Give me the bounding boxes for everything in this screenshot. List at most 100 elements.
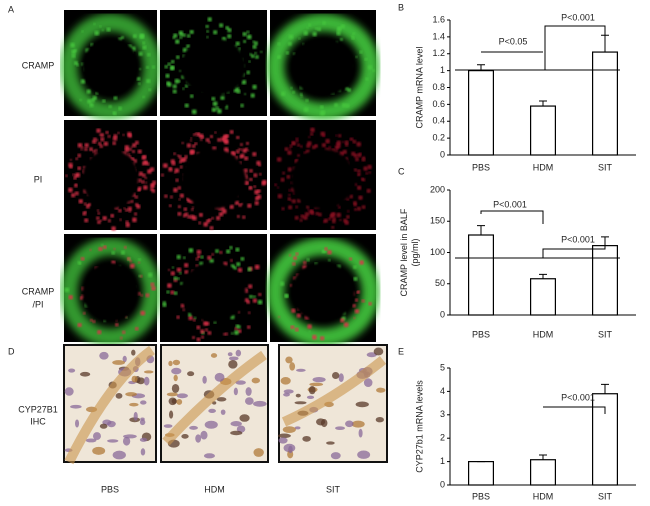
stain-dot bbox=[357, 185, 362, 190]
stain-dot bbox=[338, 134, 342, 138]
stain-dot bbox=[146, 79, 151, 84]
x-tick-label: SIT bbox=[598, 162, 613, 172]
stain-dot bbox=[191, 208, 194, 211]
stain-dot bbox=[295, 205, 298, 209]
stain-dot bbox=[230, 259, 233, 262]
stain bbox=[266, 237, 380, 347]
stain-dot bbox=[147, 272, 153, 278]
stain-dot bbox=[235, 324, 240, 329]
stain-dot bbox=[328, 217, 332, 221]
stain-dot bbox=[98, 246, 103, 252]
x-tick-label: HDM bbox=[533, 329, 554, 339]
lumen bbox=[291, 149, 355, 209]
stain-dot bbox=[96, 128, 101, 133]
stain-dot bbox=[206, 36, 209, 39]
stain-dot bbox=[179, 193, 185, 198]
stain-dot bbox=[246, 30, 250, 34]
y-tick-label: 2 bbox=[440, 433, 445, 443]
stain-dot bbox=[139, 33, 144, 39]
ihc-cell bbox=[228, 360, 238, 369]
stain-dot bbox=[303, 215, 308, 220]
y-tick-label: 0 bbox=[440, 479, 445, 489]
stain-dot bbox=[339, 37, 343, 41]
stain-dot bbox=[295, 158, 299, 162]
stain-dot bbox=[362, 156, 366, 159]
row-label: CRAMP bbox=[22, 286, 55, 296]
stain-dot bbox=[354, 298, 358, 302]
stain-dot bbox=[173, 33, 178, 38]
ihc-cell bbox=[112, 360, 126, 365]
stain-dot bbox=[310, 127, 315, 133]
ihc-cell bbox=[115, 392, 123, 399]
stain-dot bbox=[207, 17, 212, 22]
stain-dot bbox=[67, 187, 73, 193]
stain-dot bbox=[346, 198, 350, 201]
stain-dot bbox=[281, 91, 286, 97]
stain-dot bbox=[240, 143, 243, 147]
ihc-cell bbox=[373, 347, 384, 356]
stain-dot bbox=[161, 173, 164, 177]
lumen bbox=[181, 149, 246, 209]
ihc-cell bbox=[245, 397, 254, 405]
ihc-cell bbox=[131, 349, 136, 356]
stain-dot bbox=[351, 34, 354, 38]
stain-dot bbox=[254, 196, 259, 201]
stain-dot bbox=[173, 187, 178, 193]
stain-dot bbox=[343, 218, 348, 223]
stain-dot bbox=[249, 294, 253, 299]
y-tick-label: 1 bbox=[440, 65, 445, 75]
stain-dot bbox=[105, 130, 109, 134]
x-tick-label: PBS bbox=[472, 329, 490, 339]
y-axis-label: CRAMP mRNA level bbox=[414, 47, 424, 129]
stain-dot bbox=[354, 207, 358, 211]
ihc-cell bbox=[302, 435, 311, 442]
stain-dot bbox=[142, 45, 147, 50]
stain-dot bbox=[288, 205, 293, 210]
stain-dot bbox=[65, 174, 68, 178]
stain-dot bbox=[240, 103, 244, 108]
stain-dot bbox=[175, 178, 179, 182]
bar bbox=[529, 105, 556, 156]
stain-dot bbox=[276, 157, 282, 162]
stain-dot bbox=[147, 53, 151, 57]
stain-dot bbox=[357, 172, 361, 176]
stain-dot bbox=[199, 133, 204, 139]
stain-dot bbox=[211, 253, 214, 256]
stain-dot bbox=[349, 194, 353, 199]
ihc-cell bbox=[163, 424, 173, 428]
ihc-cell bbox=[68, 368, 76, 373]
column-label: HDM bbox=[204, 484, 225, 494]
stain-dot bbox=[179, 160, 182, 164]
significance-bracket bbox=[480, 210, 544, 224]
stain-dot bbox=[110, 213, 115, 218]
stain-dot bbox=[148, 88, 152, 92]
stain-dot bbox=[328, 146, 332, 149]
stain-dot bbox=[177, 186, 182, 190]
stain-dot bbox=[179, 33, 183, 36]
stain-dot bbox=[188, 315, 193, 321]
stain-dot bbox=[179, 69, 182, 72]
stain-dot bbox=[164, 194, 168, 198]
stain-dot bbox=[117, 131, 120, 135]
stain-dot bbox=[239, 155, 243, 159]
y-tick-label: 0.8 bbox=[432, 82, 445, 92]
stain-dot bbox=[334, 103, 338, 107]
stain-dot bbox=[196, 132, 201, 137]
stain-dot bbox=[299, 218, 303, 222]
error-bar bbox=[539, 454, 547, 460]
ihc-cell bbox=[195, 434, 202, 443]
stain-dot bbox=[134, 212, 138, 216]
stain-dot bbox=[218, 212, 224, 217]
stain-dot bbox=[134, 140, 139, 145]
stain-dot bbox=[219, 23, 224, 28]
stain-dot bbox=[291, 199, 296, 204]
ihc-cell bbox=[330, 452, 341, 460]
stain-dot bbox=[220, 95, 225, 101]
stain-dot bbox=[303, 30, 309, 36]
stain bbox=[274, 127, 372, 229]
stain-dot bbox=[182, 308, 186, 312]
stain-dot bbox=[216, 216, 221, 221]
stain-dot bbox=[295, 252, 299, 256]
significance-label: P<0.001 bbox=[561, 392, 595, 402]
stain-dot bbox=[236, 89, 241, 94]
